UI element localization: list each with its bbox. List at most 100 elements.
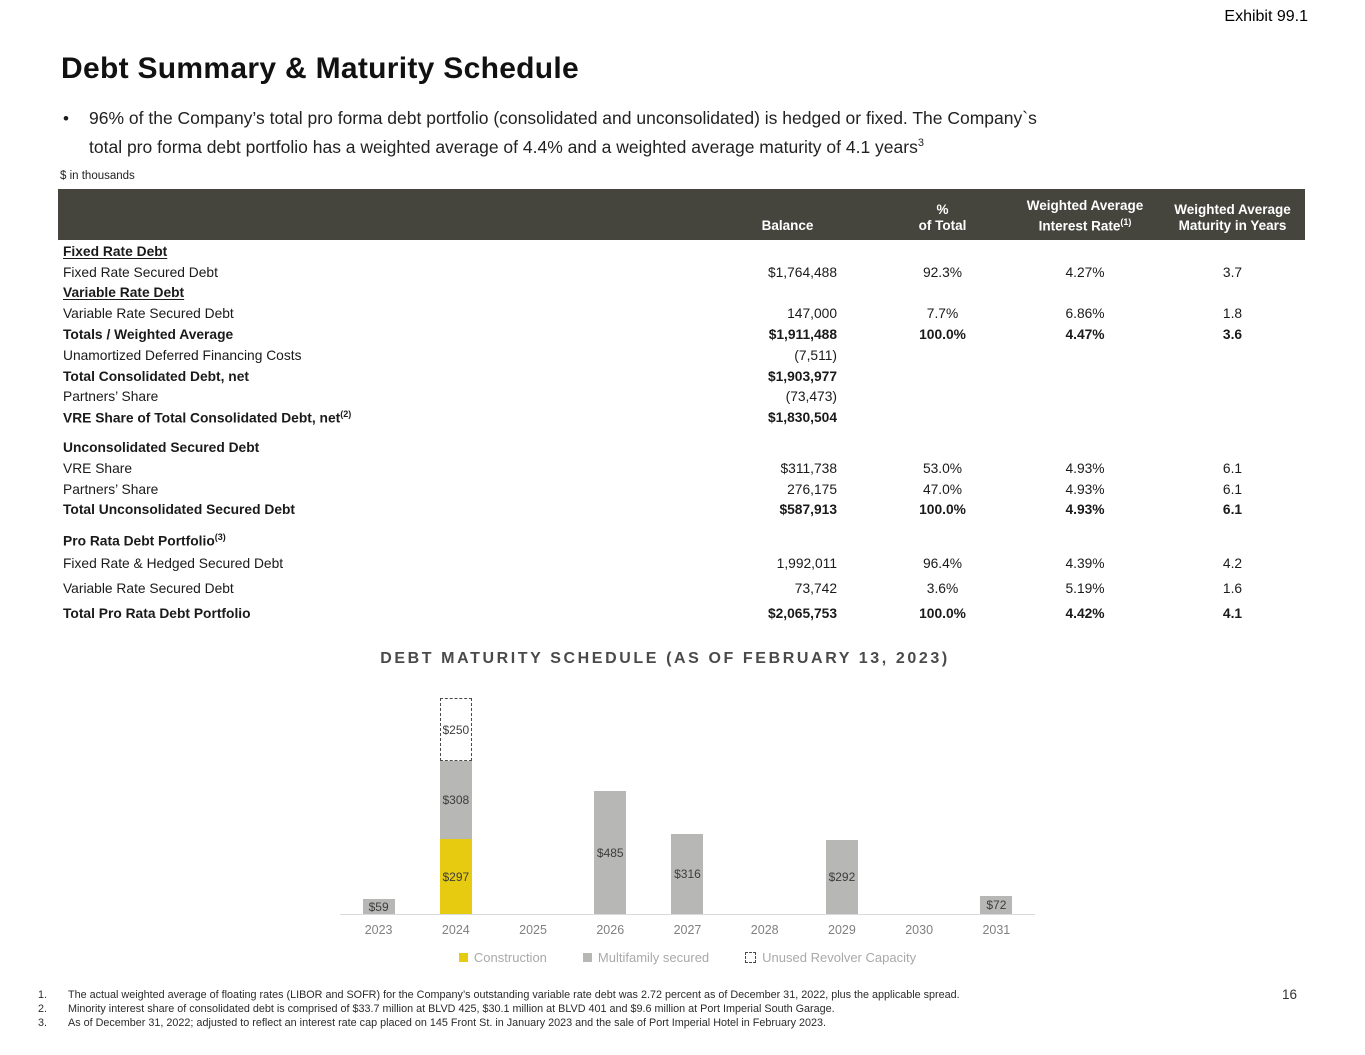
chart-title: DEBT MATURITY SCHEDULE (AS OF FEBRUARY 1… — [380, 650, 950, 667]
bar-segment-construction: $297 — [439, 839, 472, 914]
table-row: Totals / Weighted Average $1,911,488 100.0… — [58, 324, 1305, 345]
cell-balance: $311,738 — [780, 460, 837, 476]
cell-balance: (73,473) — [785, 389, 837, 405]
table-row: Unconsolidated Secured Debt — [58, 437, 1305, 458]
chart-legend: Construction Multifamily secured Unused Re… — [340, 950, 1035, 965]
table-row: Unamortized Deferred Financing Costs (7,5… — [58, 345, 1305, 366]
bar-segment-multifamily-secured: $292 — [825, 840, 858, 914]
x-axis-label: 2027 — [673, 923, 702, 937]
footnote: 3. As of December 31, 2022; adjusted to r… — [38, 1016, 1138, 1030]
cell-interest-rate: 4.93% — [1065, 502, 1105, 518]
x-axis-label: 2026 — [596, 923, 625, 937]
cell-balance: 73,742 — [794, 581, 837, 597]
footnote-ref-1: (1) — [1120, 216, 1132, 227]
table-row: Fixed Rate Secured Debt $1,764,488 92.3% 4.… — [58, 262, 1305, 283]
bar-segment-multifamily-secured: $59 — [362, 899, 395, 914]
table-row: Fixed Rate Debt — [58, 241, 1305, 262]
table-row: Variable Rate Secured Debt 73,742 3.6% 5.19… — [58, 576, 1305, 601]
bar-stack: $59 — [362, 899, 395, 914]
chart-column-2023: $59 — [340, 690, 417, 914]
row-label: Total Pro Rata Debt Portfolio — [63, 606, 251, 622]
x-axis-label: 2030 — [905, 923, 934, 937]
cell-balance: $1,764,488 — [767, 264, 837, 280]
legend-swatch-icon — [458, 953, 468, 962]
page-title: Debt Summary & Maturity Schedule — [61, 52, 580, 85]
cell-interest-rate: 4.39% — [1065, 556, 1105, 572]
chart-column-2029: $292 — [803, 690, 880, 914]
bar-value-label: $316 — [674, 867, 701, 881]
footnotes: 1. The actual weighted average of floatin… — [38, 988, 1138, 1030]
footnote-number: 3. — [38, 1017, 48, 1029]
chart-column-2030 — [881, 690, 958, 914]
row-label: Totals / Weighted Average — [63, 327, 234, 343]
cell-pct-of-total: 100.0% — [919, 502, 966, 518]
legend-swatch-icon — [745, 952, 757, 963]
bar-value-label: $308 — [442, 793, 470, 807]
legend-label: Construction — [473, 950, 547, 965]
footnote-ref: (3) — [214, 532, 226, 543]
cell-interest-rate: 6.86% — [1065, 306, 1105, 322]
table-row: Partners’ Share 276,175 47.0% 4.93% 6.1 — [58, 479, 1305, 500]
cell-balance: $587,913 — [779, 502, 837, 518]
bar-segment-multifamily-secured: $485 — [594, 791, 627, 914]
table-row: Total Unconsolidated Secured Debt $587,91… — [58, 500, 1305, 521]
bar-value-label: $250 — [442, 722, 470, 737]
bar-value-label: $292 — [828, 870, 856, 884]
footnote: 1. The actual weighted average of floatin… — [38, 988, 1138, 1002]
legend-label: Multifamily secured — [597, 950, 710, 965]
cell-interest-rate: 5.19% — [1065, 581, 1105, 597]
cell-balance: 276,175 — [787, 481, 837, 497]
footnote-text: Minority interest share of consolidated … — [68, 1003, 835, 1015]
summary-text: 96% of the Company’s total pro forma deb… — [89, 106, 1037, 160]
bar-chart-plot: $59 $250 $308 $297 $485 $316 $292 $72 — [340, 690, 1035, 915]
cell-balance: $1,911,488 — [768, 327, 837, 343]
table-body: Fixed Rate Debt Fixed Rate Secured Debt $1… — [58, 240, 1305, 626]
cell-balance: 147,000 — [787, 306, 837, 322]
cell-pct-of-total: 7.7% — [926, 306, 959, 322]
row-label: Pro Rata Debt Portfolio(3) — [63, 532, 226, 549]
chart-column-2025 — [494, 690, 571, 914]
chart-column-2027: $316 — [649, 690, 726, 914]
table-row: VRE Share of Total Consolidated Debt, ne… — [58, 407, 1305, 428]
cell-interest-rate: 4.93% — [1065, 460, 1105, 476]
footnote-text: The actual weighted average of floating … — [68, 989, 960, 1001]
bar-segment-multifamily-secured: $72 — [980, 896, 1013, 914]
cell-maturity: 3.7 — [1222, 264, 1243, 280]
cell-pct-of-total: 53.0% — [922, 460, 963, 476]
row-label: Fixed Rate Secured Debt — [63, 264, 218, 280]
cell-maturity: 3.6 — [1222, 327, 1243, 343]
table-row: Total Pro Rata Debt Portfolio $2,065,753 1… — [58, 601, 1305, 626]
cell-balance: $1,903,977 — [767, 368, 837, 384]
row-label: Variable Rate Secured Debt — [63, 306, 234, 322]
cell-balance: 1,992,011 — [776, 556, 837, 572]
chart-column-2031: $72 — [958, 690, 1035, 914]
bar-stack: $316 — [671, 834, 704, 914]
row-label: Unamortized Deferred Financing Costs — [63, 347, 302, 363]
cell-interest-rate: 4.42% — [1065, 606, 1105, 622]
cell-interest-rate: 4.93% — [1065, 481, 1105, 497]
bar-segment-unused-revolver-capacity: $250 — [439, 698, 472, 761]
row-label: Fixed Rate Debt — [63, 243, 168, 259]
bar-value-label: $297 — [442, 869, 470, 884]
summary-line-1: 96% of the Company’s total pro forma deb… — [89, 108, 1037, 128]
summary-line-2: total pro forma debt portfolio has a wei… — [89, 136, 918, 157]
page-number: 16 — [1282, 987, 1298, 1002]
x-axis-label: 2028 — [750, 923, 779, 937]
table-row: Total Consolidated Debt, net $1,903,977 — [58, 366, 1305, 387]
cell-pct-of-total: 100.0% — [919, 606, 966, 622]
footnote-text: As of December 31, 2022; adjusted to ref… — [68, 1017, 827, 1029]
cell-maturity: 4.2 — [1222, 556, 1243, 572]
table-row: VRE Share $311,738 53.0% 4.93% 6.1 — [58, 458, 1305, 479]
x-axis-label: 2024 — [441, 923, 470, 937]
bar-segment-multifamily-secured: $308 — [439, 761, 472, 839]
bar-value-label: $59 — [368, 899, 389, 914]
cell-maturity: 4.1 — [1222, 606, 1243, 622]
table-row: Fixed Rate & Hedged Secured Debt 1,992,01… — [58, 551, 1305, 576]
row-label: Total Unconsolidated Secured Debt — [63, 502, 296, 518]
cell-balance: (7,511) — [794, 347, 837, 363]
cell-maturity: 6.1 — [1222, 481, 1243, 497]
chart-x-axis-labels: 2023 2024 2025 2026 2027 2028 2029 2030 2031 — [340, 923, 1035, 937]
bar-segment-multifamily-secured: $316 — [671, 834, 704, 914]
table-row: Variable Rate Debt — [58, 283, 1305, 304]
